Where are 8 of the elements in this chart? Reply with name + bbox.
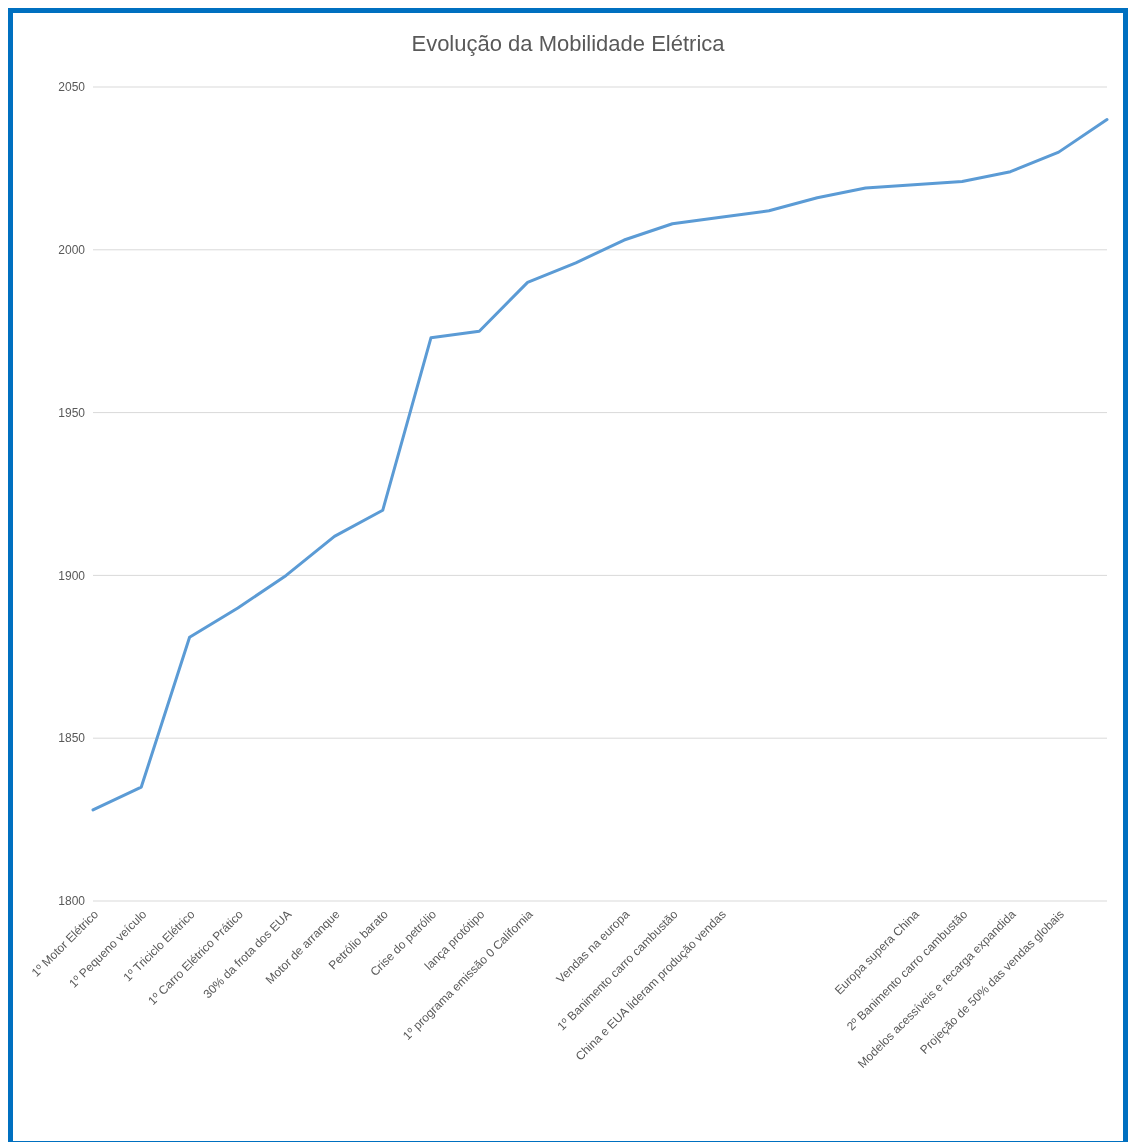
y-tick-label: 1900 — [58, 568, 86, 583]
y-tick-label: 2050 — [58, 80, 86, 95]
chart-title: Evolução da Mobilidade Elétrica — [410, 30, 726, 58]
y-tick-label: 2000 — [58, 243, 86, 258]
y-tick-label: 1850 — [58, 731, 86, 746]
y-tick-label: 1950 — [58, 405, 86, 420]
line-series — [91, 118, 1109, 812]
y-tick-label: 1800 — [58, 894, 86, 909]
